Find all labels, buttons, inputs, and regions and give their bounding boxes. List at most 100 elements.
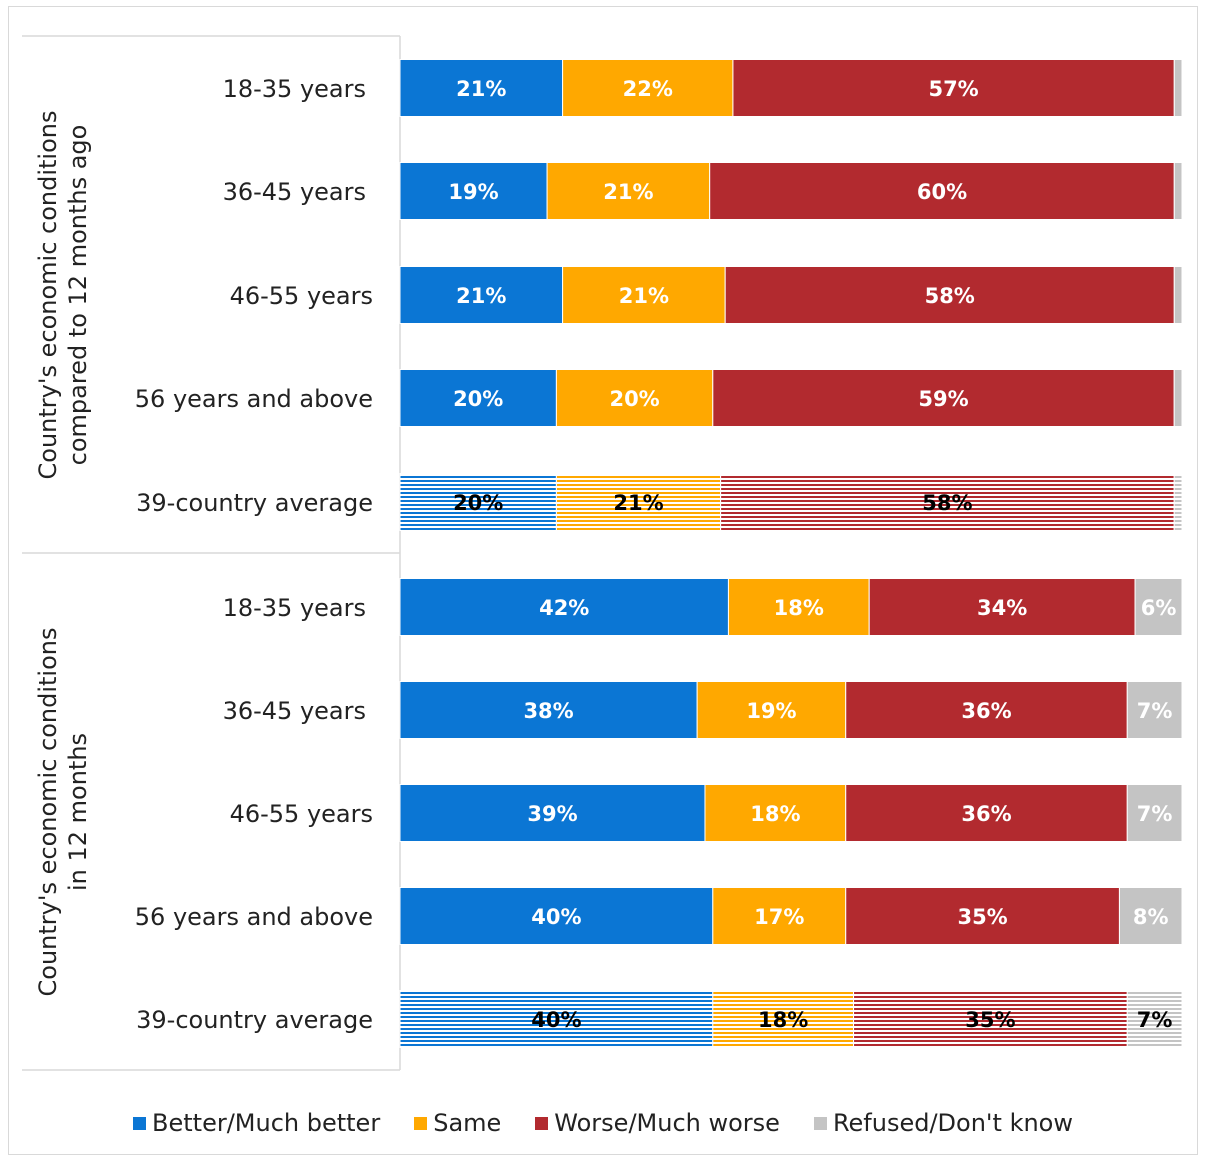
value-labels: 21% 22% 57% 19% 21% 60% 21% 21% 58% 20% 20% 59% 20% 2… — [448, 77, 1176, 1032]
legend-item: Worse/Much worse — [535, 1109, 780, 1137]
legend-item: Same — [414, 1109, 501, 1137]
bar-segment — [399, 59, 564, 117]
bar-segment — [399, 162, 548, 220]
bar-segment — [562, 266, 726, 324]
bar-segment — [1134, 578, 1183, 636]
bar-segment — [845, 887, 1120, 945]
bar-segment — [1126, 784, 1183, 842]
legend-swatch — [535, 1116, 549, 1130]
group-labels: Country's economic conditionscompared to… — [34, 111, 92, 997]
bar-segment — [546, 162, 711, 220]
value-label: 21% — [603, 180, 653, 204]
bar-segment — [1173, 266, 1183, 324]
category-label: 18-35 years — [223, 594, 366, 622]
bar-segment — [555, 473, 722, 531]
bar-segment — [1126, 990, 1183, 1048]
legend-swatch — [414, 1116, 428, 1130]
value-label: 21% — [613, 491, 663, 515]
bar-segment — [1118, 887, 1183, 945]
value-label: 7% — [1137, 699, 1173, 723]
value-label: 35% — [957, 905, 1007, 929]
bar-segment — [399, 473, 557, 531]
value-label: 21% — [619, 284, 669, 308]
category-labels: 18-35 years 36-45 years 46-55 years 56 year… — [135, 75, 373, 1034]
category-label: 36-45 years — [223, 178, 366, 206]
bar-segment — [1173, 162, 1183, 220]
legend-item: Better/Much better — [133, 1109, 380, 1137]
category-label: 46-55 years — [230, 800, 373, 828]
bar-segment — [712, 990, 855, 1048]
legend-label: Same — [433, 1109, 502, 1137]
value-label: 20% — [453, 387, 503, 411]
value-label: 34% — [977, 596, 1027, 620]
value-label: 18% — [774, 596, 824, 620]
group-label-line: in 12 months — [64, 733, 92, 891]
legend-swatch — [133, 1116, 147, 1130]
bar-segment — [399, 369, 557, 427]
bar-segment — [696, 681, 847, 739]
bar-segment — [1173, 473, 1183, 531]
category-label: 46-55 years — [230, 282, 373, 310]
value-label: 40% — [531, 1008, 581, 1032]
value-label: 8% — [1133, 905, 1169, 929]
value-label: 39% — [527, 802, 577, 826]
category-label: 36-45 years — [223, 697, 366, 725]
bar-segment — [712, 369, 1175, 427]
bar-segment — [732, 59, 1175, 117]
value-label: 58% — [925, 284, 975, 308]
group-label-line: Country's economic conditions — [34, 111, 62, 480]
value-label: 7% — [1137, 802, 1173, 826]
value-label: 60% — [917, 180, 967, 204]
value-label: 35% — [965, 1008, 1015, 1032]
bar-segment — [562, 59, 734, 117]
bar-segment — [704, 784, 847, 842]
value-label: 20% — [609, 387, 659, 411]
value-label: 20% — [453, 491, 503, 515]
legend-label: Better/Much better — [152, 1109, 381, 1137]
legend-label: Refused/Don't know — [832, 1109, 1073, 1137]
bar-segment — [1126, 681, 1183, 739]
value-label: 18% — [758, 1008, 808, 1032]
bar-segment — [1173, 369, 1183, 427]
value-label: 6% — [1141, 596, 1177, 620]
value-label: 38% — [523, 699, 573, 723]
value-label: 19% — [448, 180, 498, 204]
category-label: 39-country average — [136, 1006, 373, 1034]
bar-segment — [727, 578, 870, 636]
category-label: 18-35 years — [223, 75, 366, 103]
bar-segment — [399, 578, 729, 636]
group-label: Country's economic conditionscompared to… — [34, 111, 92, 480]
value-label: 17% — [754, 905, 804, 929]
legend: Better/Much better Same Worse/Much worse Re… — [0, 1103, 1206, 1143]
bar-segment — [1173, 59, 1183, 117]
bar-segment — [399, 784, 706, 842]
bar-segment — [709, 162, 1175, 220]
value-label: 22% — [623, 77, 673, 101]
value-label: 57% — [928, 77, 978, 101]
value-label: 59% — [918, 387, 968, 411]
group-label: Country's economic conditionsin 12 month… — [34, 628, 92, 997]
category-label: 56 years and above — [135, 385, 373, 413]
bar-segment — [853, 990, 1128, 1048]
bar-segment — [720, 473, 1175, 531]
legend-label: Worse/Much worse — [554, 1109, 780, 1137]
value-label: 58% — [922, 491, 972, 515]
value-label: 36% — [961, 699, 1011, 723]
group-label-line: compared to 12 months ago — [64, 125, 92, 466]
bar-segment — [724, 266, 1175, 324]
group-label-line: Country's economic conditions — [34, 628, 62, 997]
value-label: 40% — [531, 905, 581, 929]
value-label: 21% — [456, 284, 506, 308]
value-label: 18% — [750, 802, 800, 826]
bars — [399, 59, 1183, 1048]
chart-frame — [8, 6, 1198, 1155]
value-label: 42% — [539, 596, 589, 620]
legend-item: Refused/Don't know — [813, 1109, 1073, 1137]
category-label: 56 years and above — [135, 903, 373, 931]
value-label: 21% — [456, 77, 506, 101]
value-label: 19% — [746, 699, 796, 723]
bar-segment — [399, 990, 714, 1048]
legend-swatch — [813, 1116, 827, 1130]
bar-segment — [868, 578, 1136, 636]
